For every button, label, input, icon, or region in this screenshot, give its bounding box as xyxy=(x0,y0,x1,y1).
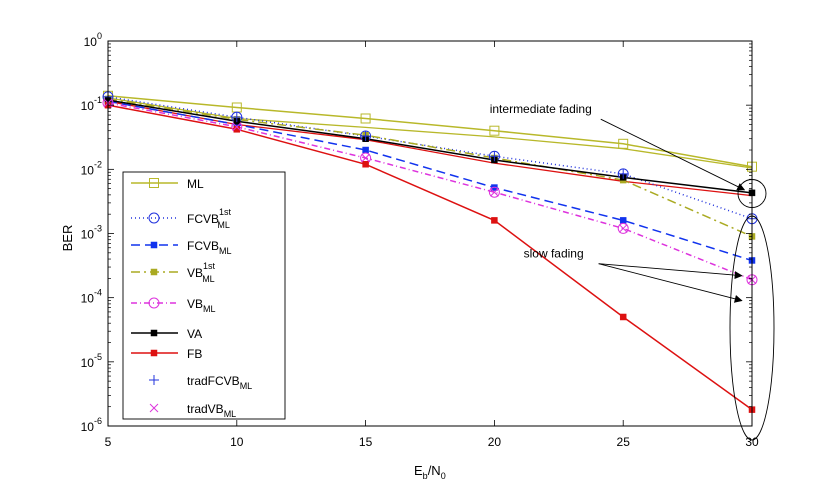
series-line-va xyxy=(107,99,753,194)
legend-label-fcvb1: FCVB1st ML xyxy=(187,207,232,230)
legend-marker-fcvb xyxy=(150,241,158,249)
y-tick-label: 100 xyxy=(84,31,102,49)
legend-entry-vb: VBML xyxy=(131,297,216,314)
legend-entry-vb1: VB1st ML xyxy=(131,261,216,284)
legend-label-vb1: VB1st ML xyxy=(187,261,216,284)
companion-line-0 xyxy=(107,97,753,169)
legend-entry-ml: ML xyxy=(131,177,204,191)
legend-marker-va xyxy=(150,329,158,337)
data-point-tradfcvb xyxy=(360,131,371,142)
legend-label-fb: FB xyxy=(187,347,202,361)
intermediate-fading-ellipse xyxy=(737,179,767,208)
annotations: intermediate fading slow fading xyxy=(490,102,775,441)
series-lines xyxy=(107,95,753,411)
legend-marker-tradfcvb xyxy=(149,375,159,385)
legend-marker-vb1 xyxy=(150,268,158,276)
x-tick-label: 25 xyxy=(617,435,631,449)
x-tick-label: 15 xyxy=(359,435,373,449)
legend-entry-fcvb1: FCVB1st ML xyxy=(131,207,232,230)
data-point-tradfcvb xyxy=(618,168,629,179)
data-point-vb xyxy=(488,186,500,198)
x-tick-labels: 5 10 15 20 25 30 xyxy=(105,435,759,449)
slow-fading-ellipse xyxy=(729,215,775,441)
data-point-fb xyxy=(619,313,627,321)
y-tick-label: 10-4 xyxy=(81,288,102,306)
legend-marker-tradvb xyxy=(149,403,159,413)
legend-label-tradfcvb: tradFCVBML xyxy=(187,374,252,391)
data-point-fcvb xyxy=(362,146,369,154)
y-tick-label: 10-2 xyxy=(81,159,102,177)
y-tick-label: 10-5 xyxy=(81,352,102,370)
annotation-arrow xyxy=(598,263,743,280)
data-point-tradfcvb xyxy=(489,151,500,162)
y-tick-label: 10-6 xyxy=(81,416,102,434)
legend-label-va: VA xyxy=(187,327,202,341)
data-point-tradfcvb xyxy=(231,112,242,123)
x-axis-label: Eb/N0 xyxy=(414,463,446,481)
y-tick-label: 10-1 xyxy=(81,95,102,113)
legend-entry-fcvb: FCVBML xyxy=(131,239,232,256)
annotation-arrow xyxy=(598,263,743,303)
x-tick-label: 5 xyxy=(105,435,112,449)
data-point-ml xyxy=(489,125,500,136)
legend-entry-va: VA xyxy=(131,327,202,341)
axis-ticks xyxy=(107,40,753,427)
companion-line-1 xyxy=(107,100,753,197)
y-axis-label: BER xyxy=(60,225,75,252)
legend-box xyxy=(122,171,286,420)
annotation-arrow xyxy=(600,118,746,191)
legend-marker-vb xyxy=(148,297,160,309)
data-point-ml xyxy=(360,113,371,124)
legend: ML FCVB1st ML FCVBML VB1st ML VBML VA FB tradFCVB… xyxy=(122,171,286,420)
data-point-tradvb xyxy=(232,122,242,132)
x-tick-label: 20 xyxy=(488,435,502,449)
data-point-tradvb xyxy=(490,187,499,197)
x-tick-label: 10 xyxy=(230,435,244,449)
annotation-slow: slow fading xyxy=(524,247,584,261)
legend-label-vb: VBML xyxy=(187,297,216,314)
series-line-vb1 xyxy=(107,98,753,238)
legend-label-tradvb: tradVBML xyxy=(187,402,236,419)
series-line-fb xyxy=(107,104,753,411)
data-point-tradvb xyxy=(618,224,628,233)
series-line-vb xyxy=(107,102,753,281)
legend-entry-fb: FB xyxy=(131,347,202,361)
y-tick-label: 10-3 xyxy=(81,224,102,242)
legend-marker-fb xyxy=(150,349,158,357)
y-tick-labels: 100 10-1 10-2 10-3 10-4 10-5 10-6 xyxy=(81,31,102,434)
series-line-fcvb xyxy=(107,100,753,262)
legend-entry-tradvb: tradVBML xyxy=(149,402,236,419)
legend-marker-ml xyxy=(149,178,159,188)
legend-marker-fcvb1 xyxy=(148,212,160,224)
data-point-ml xyxy=(618,138,629,149)
legend-label-ml: ML xyxy=(187,177,204,191)
data-point-tradvb xyxy=(361,153,370,163)
series-line-ml xyxy=(107,95,753,168)
annotation-intermediate: intermediate fading xyxy=(490,102,592,116)
data-point-fb xyxy=(362,161,369,168)
series-line-fcvb1 xyxy=(107,96,753,220)
data-point-vb xyxy=(617,222,629,234)
data-point-fb xyxy=(491,217,498,224)
legend-label-fcvb: FCVBML xyxy=(187,239,232,256)
data-point-fcvb xyxy=(619,217,627,224)
legend-entry-tradfcvb: tradFCVBML xyxy=(149,374,252,391)
